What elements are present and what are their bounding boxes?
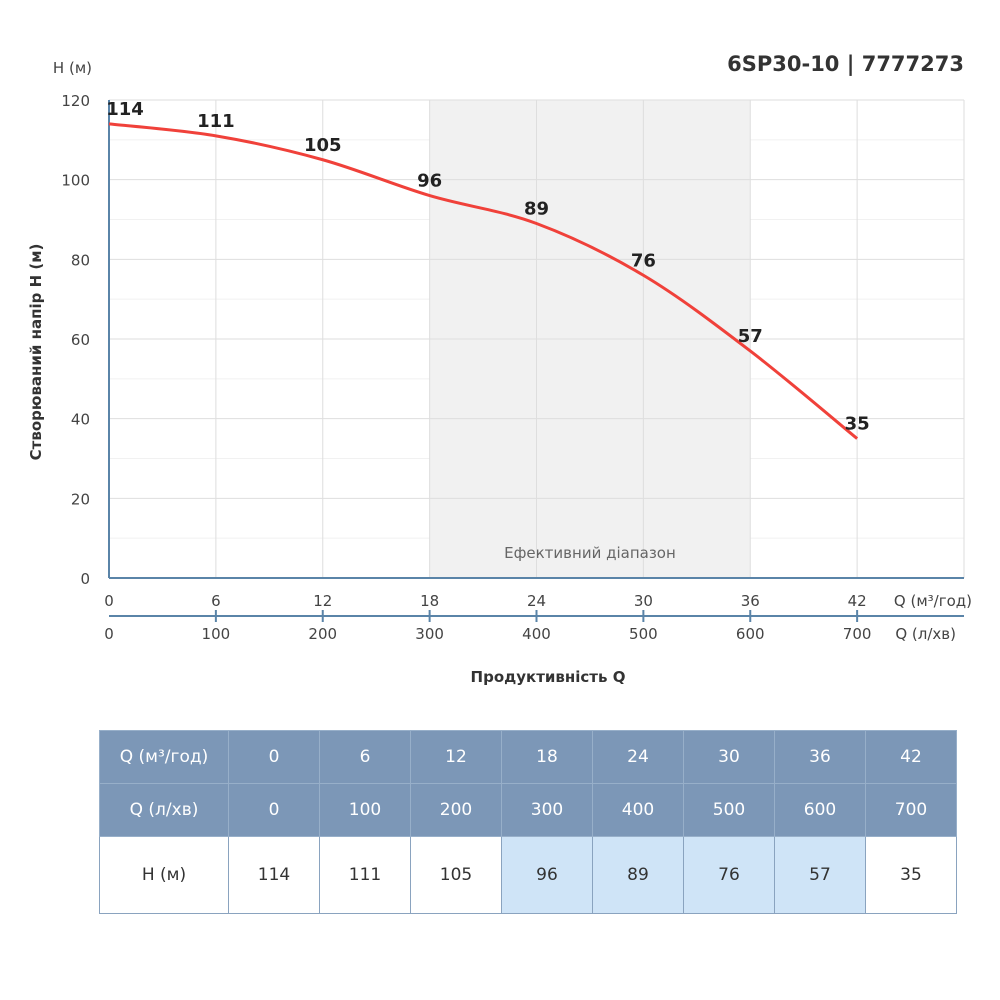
table-cell: 18 [501, 730, 593, 784]
table-cell: 600 [774, 783, 866, 837]
data-label: 57 [738, 326, 763, 347]
table-cell: 6 [319, 730, 411, 784]
chart-title: 6SP30-10 | 7777273 [727, 52, 964, 76]
table-cell: 400 [592, 783, 684, 837]
y-tick-label: 120 [61, 92, 90, 110]
x-tick-label: 0 [104, 592, 114, 610]
x-unit-primary: Q (м³/год) [894, 592, 972, 610]
table-cell: 200 [410, 783, 502, 837]
table-row: H (м) 114 111 105 96 89 76 57 35 [99, 836, 957, 914]
y-unit-label: H (м) [53, 59, 92, 77]
table-cell: 100 [319, 783, 411, 837]
data-label: 111 [197, 111, 235, 132]
table-cell: 57 [774, 836, 866, 914]
data-label: 114 [106, 99, 144, 120]
table-cell: 12 [410, 730, 502, 784]
table-cell: 89 [592, 836, 684, 914]
x2-tick-label: 700 [843, 625, 872, 643]
x2-tick-label: 0 [104, 625, 114, 643]
y-tick-label: 100 [61, 172, 90, 190]
y-axis-title: Створюваний напір H (м) [27, 244, 45, 461]
x2-tick-label: 600 [736, 625, 765, 643]
efficient-range-label: Ефективний діапазон [504, 544, 676, 562]
y-tick-label: 0 [80, 570, 90, 588]
y-tick-label: 20 [71, 490, 90, 508]
table-cell: 0 [228, 783, 320, 837]
table-cell: 35 [865, 836, 957, 914]
table-cell: 700 [865, 783, 957, 837]
x-tick-label: 6 [211, 592, 221, 610]
data-label: 96 [417, 171, 442, 192]
y-tick-label: 60 [71, 331, 90, 349]
table-cell: 105 [410, 836, 502, 914]
table-cell: 114 [228, 836, 320, 914]
x2-tick-label: 400 [522, 625, 551, 643]
table-cell: 76 [683, 836, 775, 914]
table-cell: 24 [592, 730, 684, 784]
x-axis-title: Продуктивність Q [471, 668, 626, 686]
head-curve [108, 122, 859, 440]
x-tick-label: 12 [313, 592, 332, 610]
x2-tick-label: 500 [629, 625, 658, 643]
x2-tick-label: 300 [415, 625, 444, 643]
x2-tick-label: 100 [202, 625, 231, 643]
table-row: Q (м³/год) 0 6 12 18 24 30 36 42 [99, 730, 957, 784]
x-tick-label: 18 [420, 592, 439, 610]
x-unit-secondary: Q (л/хв) [895, 625, 956, 643]
row-label: Q (м³/год) [99, 730, 229, 784]
y-tick-label: 80 [71, 251, 90, 269]
x-tick-label: 36 [741, 592, 760, 610]
y-tick-label: 40 [71, 411, 90, 429]
table-row: Q (л/хв) 0 100 200 300 400 500 600 700 [99, 783, 957, 837]
table-cell: 300 [501, 783, 593, 837]
table-cell: 30 [683, 730, 775, 784]
table-cell: 96 [501, 836, 593, 914]
x-tick-label: 42 [848, 592, 867, 610]
pump-curve-chart: Ефективний діапазон020406080100120006100… [27, 59, 972, 686]
data-label: 105 [304, 135, 342, 156]
x-tick-label: 24 [527, 592, 546, 610]
table-cell: 111 [319, 836, 411, 914]
row-label: Q (л/хв) [99, 783, 229, 837]
data-label: 76 [631, 250, 656, 271]
table-cell: 0 [228, 730, 320, 784]
row-label: H (м) [99, 836, 229, 914]
x2-tick-label: 200 [308, 625, 337, 643]
data-label: 89 [524, 198, 549, 219]
table-cell: 500 [683, 783, 775, 837]
table-cell: 36 [774, 730, 866, 784]
table-cell: 42 [865, 730, 957, 784]
data-label: 35 [845, 414, 870, 435]
x-tick-label: 30 [634, 592, 653, 610]
performance-table: Q (м³/год) 0 6 12 18 24 30 36 42 Q (л/хв) 0 100 200 3… [99, 730, 957, 914]
